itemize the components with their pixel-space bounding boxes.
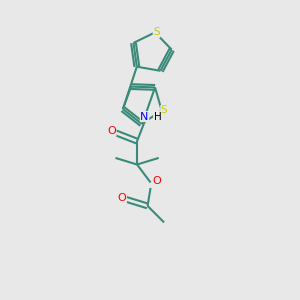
Text: S: S: [153, 27, 160, 38]
Text: O: O: [107, 126, 116, 136]
Text: H: H: [154, 112, 161, 122]
Text: S: S: [161, 106, 167, 116]
Text: O: O: [118, 193, 126, 203]
Text: N: N: [140, 112, 149, 122]
Text: O: O: [153, 176, 161, 186]
